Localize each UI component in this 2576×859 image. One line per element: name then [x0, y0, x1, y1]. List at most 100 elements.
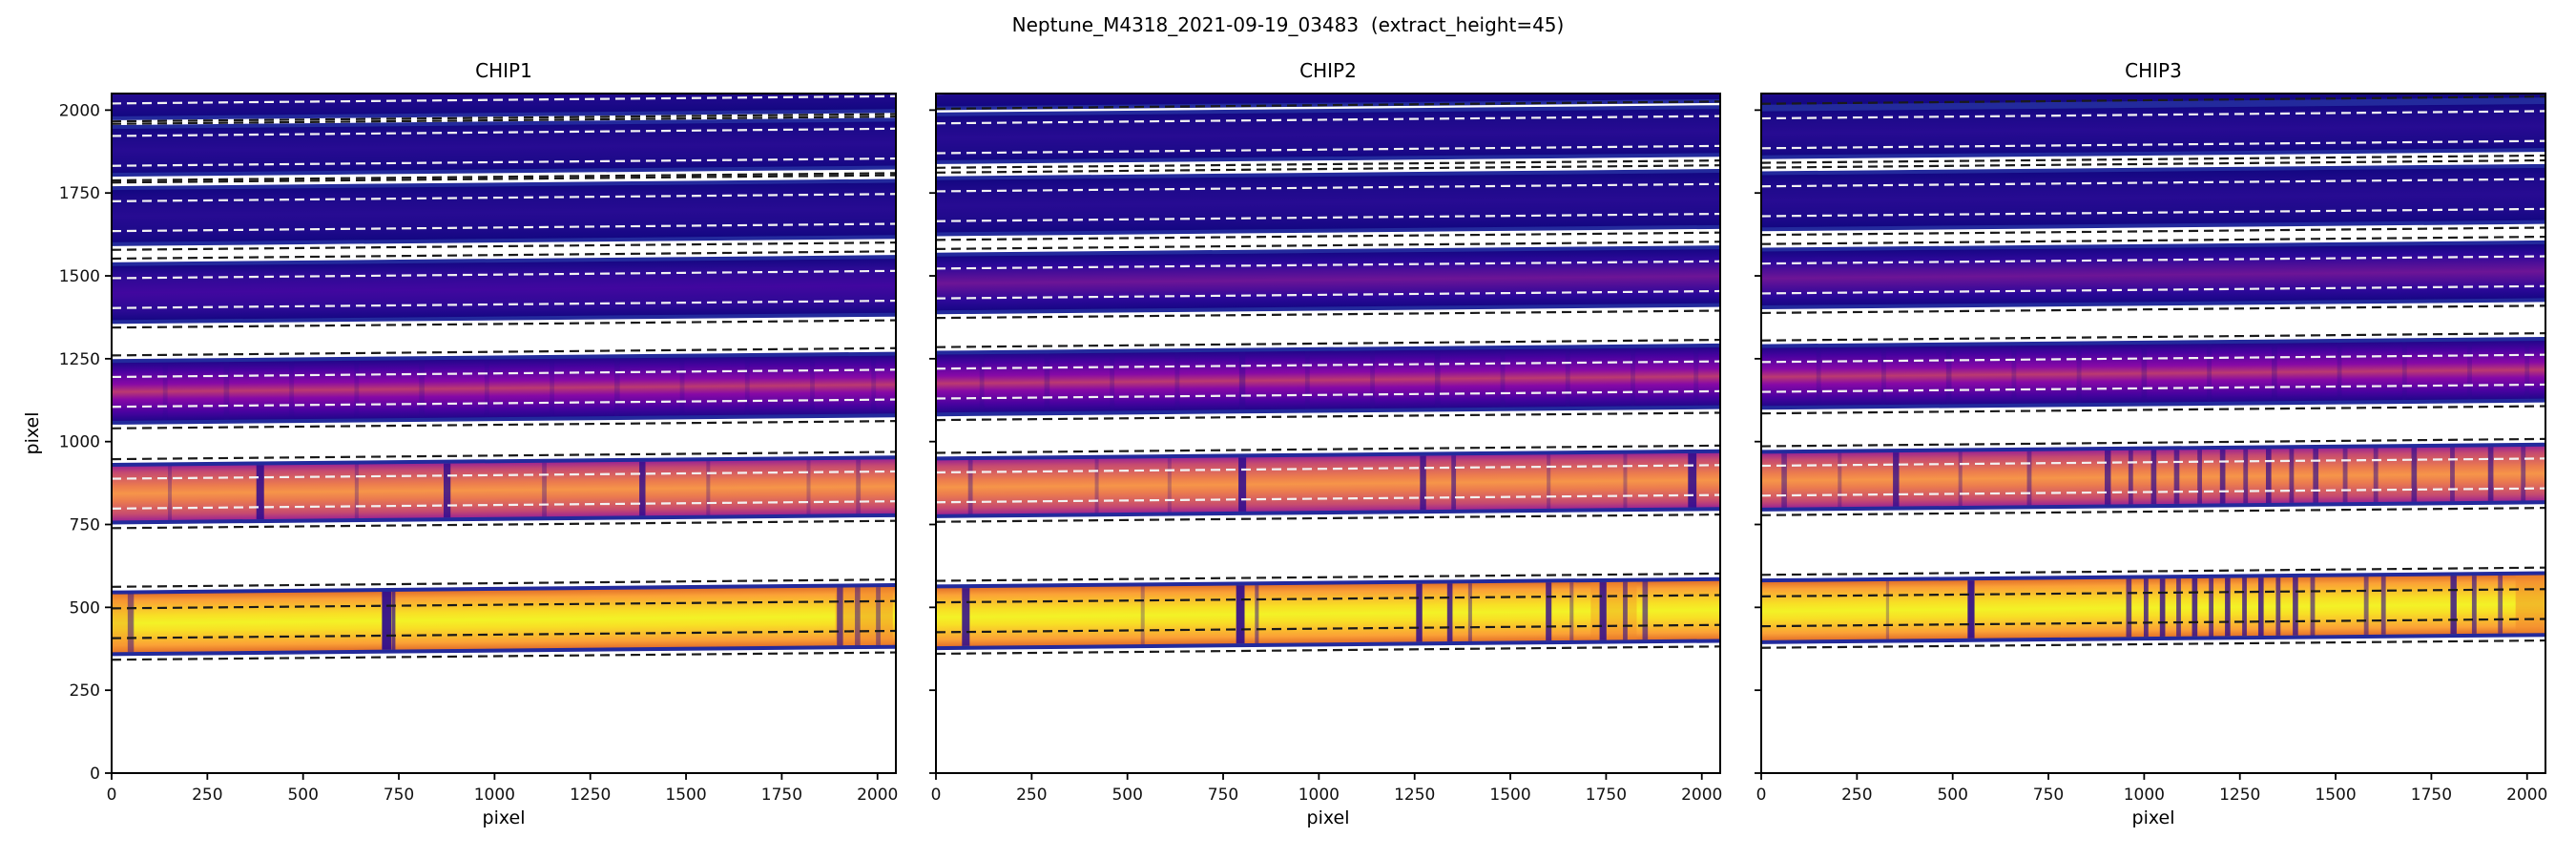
y-tick-label: 0 — [90, 765, 100, 784]
absorption-line — [2313, 448, 2318, 503]
absorption-line — [2011, 346, 2017, 404]
absorption-line — [2524, 341, 2530, 399]
absorption-line — [2209, 577, 2214, 637]
absorption-line — [542, 462, 547, 517]
absorption-line — [1236, 585, 1245, 644]
order-band — [936, 94, 1720, 110]
extraction-window-line — [1761, 284, 2545, 295]
y-tick-label: 500 — [70, 598, 100, 618]
spectral-order — [112, 450, 896, 530]
order-band — [112, 456, 896, 524]
absorption-line — [2242, 577, 2247, 637]
spectral-order — [936, 338, 1720, 422]
x-axis-label-chip1: pixel — [482, 807, 526, 828]
absorption-line — [419, 360, 425, 418]
absorption-line — [2197, 450, 2202, 504]
absorption-line — [2076, 345, 2082, 404]
absorption-line — [1958, 451, 1963, 507]
order-bottom-edge — [112, 513, 896, 525]
order-top-edge — [1761, 38, 2545, 50]
absorption-line — [2310, 576, 2316, 636]
absorption-line — [2257, 577, 2264, 637]
absorption-line — [679, 357, 685, 416]
order-edge-dashed-line — [112, 241, 896, 251]
spectral-order — [112, 346, 896, 430]
order-bottom-edge — [112, 165, 896, 178]
order-band — [936, 106, 1720, 163]
absorption-line — [2150, 450, 2157, 505]
absorption-line — [1434, 349, 1441, 409]
x-tick-label: 0 — [1756, 786, 1767, 805]
y-tick-label: 750 — [70, 516, 100, 535]
absorption-line — [2373, 448, 2379, 502]
order-bottom-edge — [936, 507, 1720, 518]
absorption-line — [2293, 576, 2298, 636]
absorption-line — [2275, 577, 2281, 636]
absorption-line — [1110, 352, 1115, 411]
panel-chip1 — [112, 46, 896, 661]
absorption-line — [382, 591, 391, 650]
absorption-line — [2026, 450, 2032, 506]
absorption-line — [2207, 344, 2212, 402]
order-edge-dashed-line — [112, 172, 896, 182]
absorption-line — [354, 360, 360, 419]
order-bottom-edge — [936, 224, 1720, 237]
order-top-edge — [936, 105, 1720, 116]
order-bottom-edge — [112, 235, 896, 246]
order-edge-dashed-line — [1761, 226, 2545, 237]
absorption-line — [2225, 577, 2231, 637]
absorption-line — [1838, 452, 1842, 508]
order-edge-dashed-line — [1761, 304, 2545, 315]
absorption-line — [2498, 575, 2503, 634]
spectral-order — [112, 578, 896, 661]
order-edge-dashed-line — [936, 411, 1720, 422]
absorption-line — [1420, 455, 1426, 511]
extraction-window-line — [112, 470, 896, 480]
absorption-line — [810, 356, 815, 415]
absorption-line — [1816, 347, 1821, 406]
spectral-order — [936, 164, 1720, 241]
absorption-line — [354, 464, 359, 519]
spectral-order — [936, 100, 1720, 169]
x-tick-label: 1000 — [2124, 786, 2165, 805]
order-band — [1761, 572, 2545, 643]
x-tick-label: 2000 — [2506, 786, 2547, 805]
absorption-line — [1238, 457, 1247, 512]
order-edge-dashed-line — [1761, 235, 2545, 245]
spectral-order — [936, 444, 1720, 523]
x-tick-label: 1000 — [474, 786, 515, 805]
y-tick-label: 1500 — [59, 267, 100, 286]
x-tick-label: 2000 — [857, 786, 898, 805]
spectral-order — [1761, 235, 2545, 315]
absorption-line — [1167, 458, 1172, 513]
order-bottom-edge — [936, 303, 1720, 315]
x-tick-label: 2000 — [1681, 786, 1722, 805]
absorption-line — [2141, 344, 2148, 403]
figure-title: Neptune_M4318_2021-09-19_03483 (extract_… — [1011, 13, 1565, 36]
absorption-line — [962, 588, 970, 646]
x-tick-label: 750 — [1208, 786, 1238, 805]
extraction-window-line — [936, 623, 1720, 634]
absorption-line — [2471, 576, 2477, 634]
absorption-line — [1255, 585, 1259, 643]
absorption-line — [1546, 582, 1552, 641]
absorption-line — [550, 358, 554, 417]
chip1-title: CHIP1 — [475, 59, 532, 82]
axes-frame — [935, 93, 1721, 774]
absorption-line — [876, 587, 881, 645]
extraction-window-line — [1761, 139, 2545, 150]
order-top-edge — [1761, 163, 2545, 176]
absorption-line — [1642, 581, 1649, 640]
order-edge-dashed-line — [1761, 507, 2545, 516]
absorption-line — [2342, 448, 2348, 503]
absorption-line — [1781, 453, 1787, 508]
absorption-line — [2450, 576, 2457, 635]
spectral-order — [1761, 566, 2545, 649]
order-band — [1761, 241, 2545, 309]
order-bottom-edge — [936, 153, 1720, 164]
order-bottom-edge — [1761, 148, 2545, 159]
absorption-line — [613, 358, 620, 417]
order-edge-dashed-line — [112, 46, 896, 53]
extraction-window-line — [112, 299, 896, 309]
order-edge-dashed-line — [936, 645, 1720, 656]
